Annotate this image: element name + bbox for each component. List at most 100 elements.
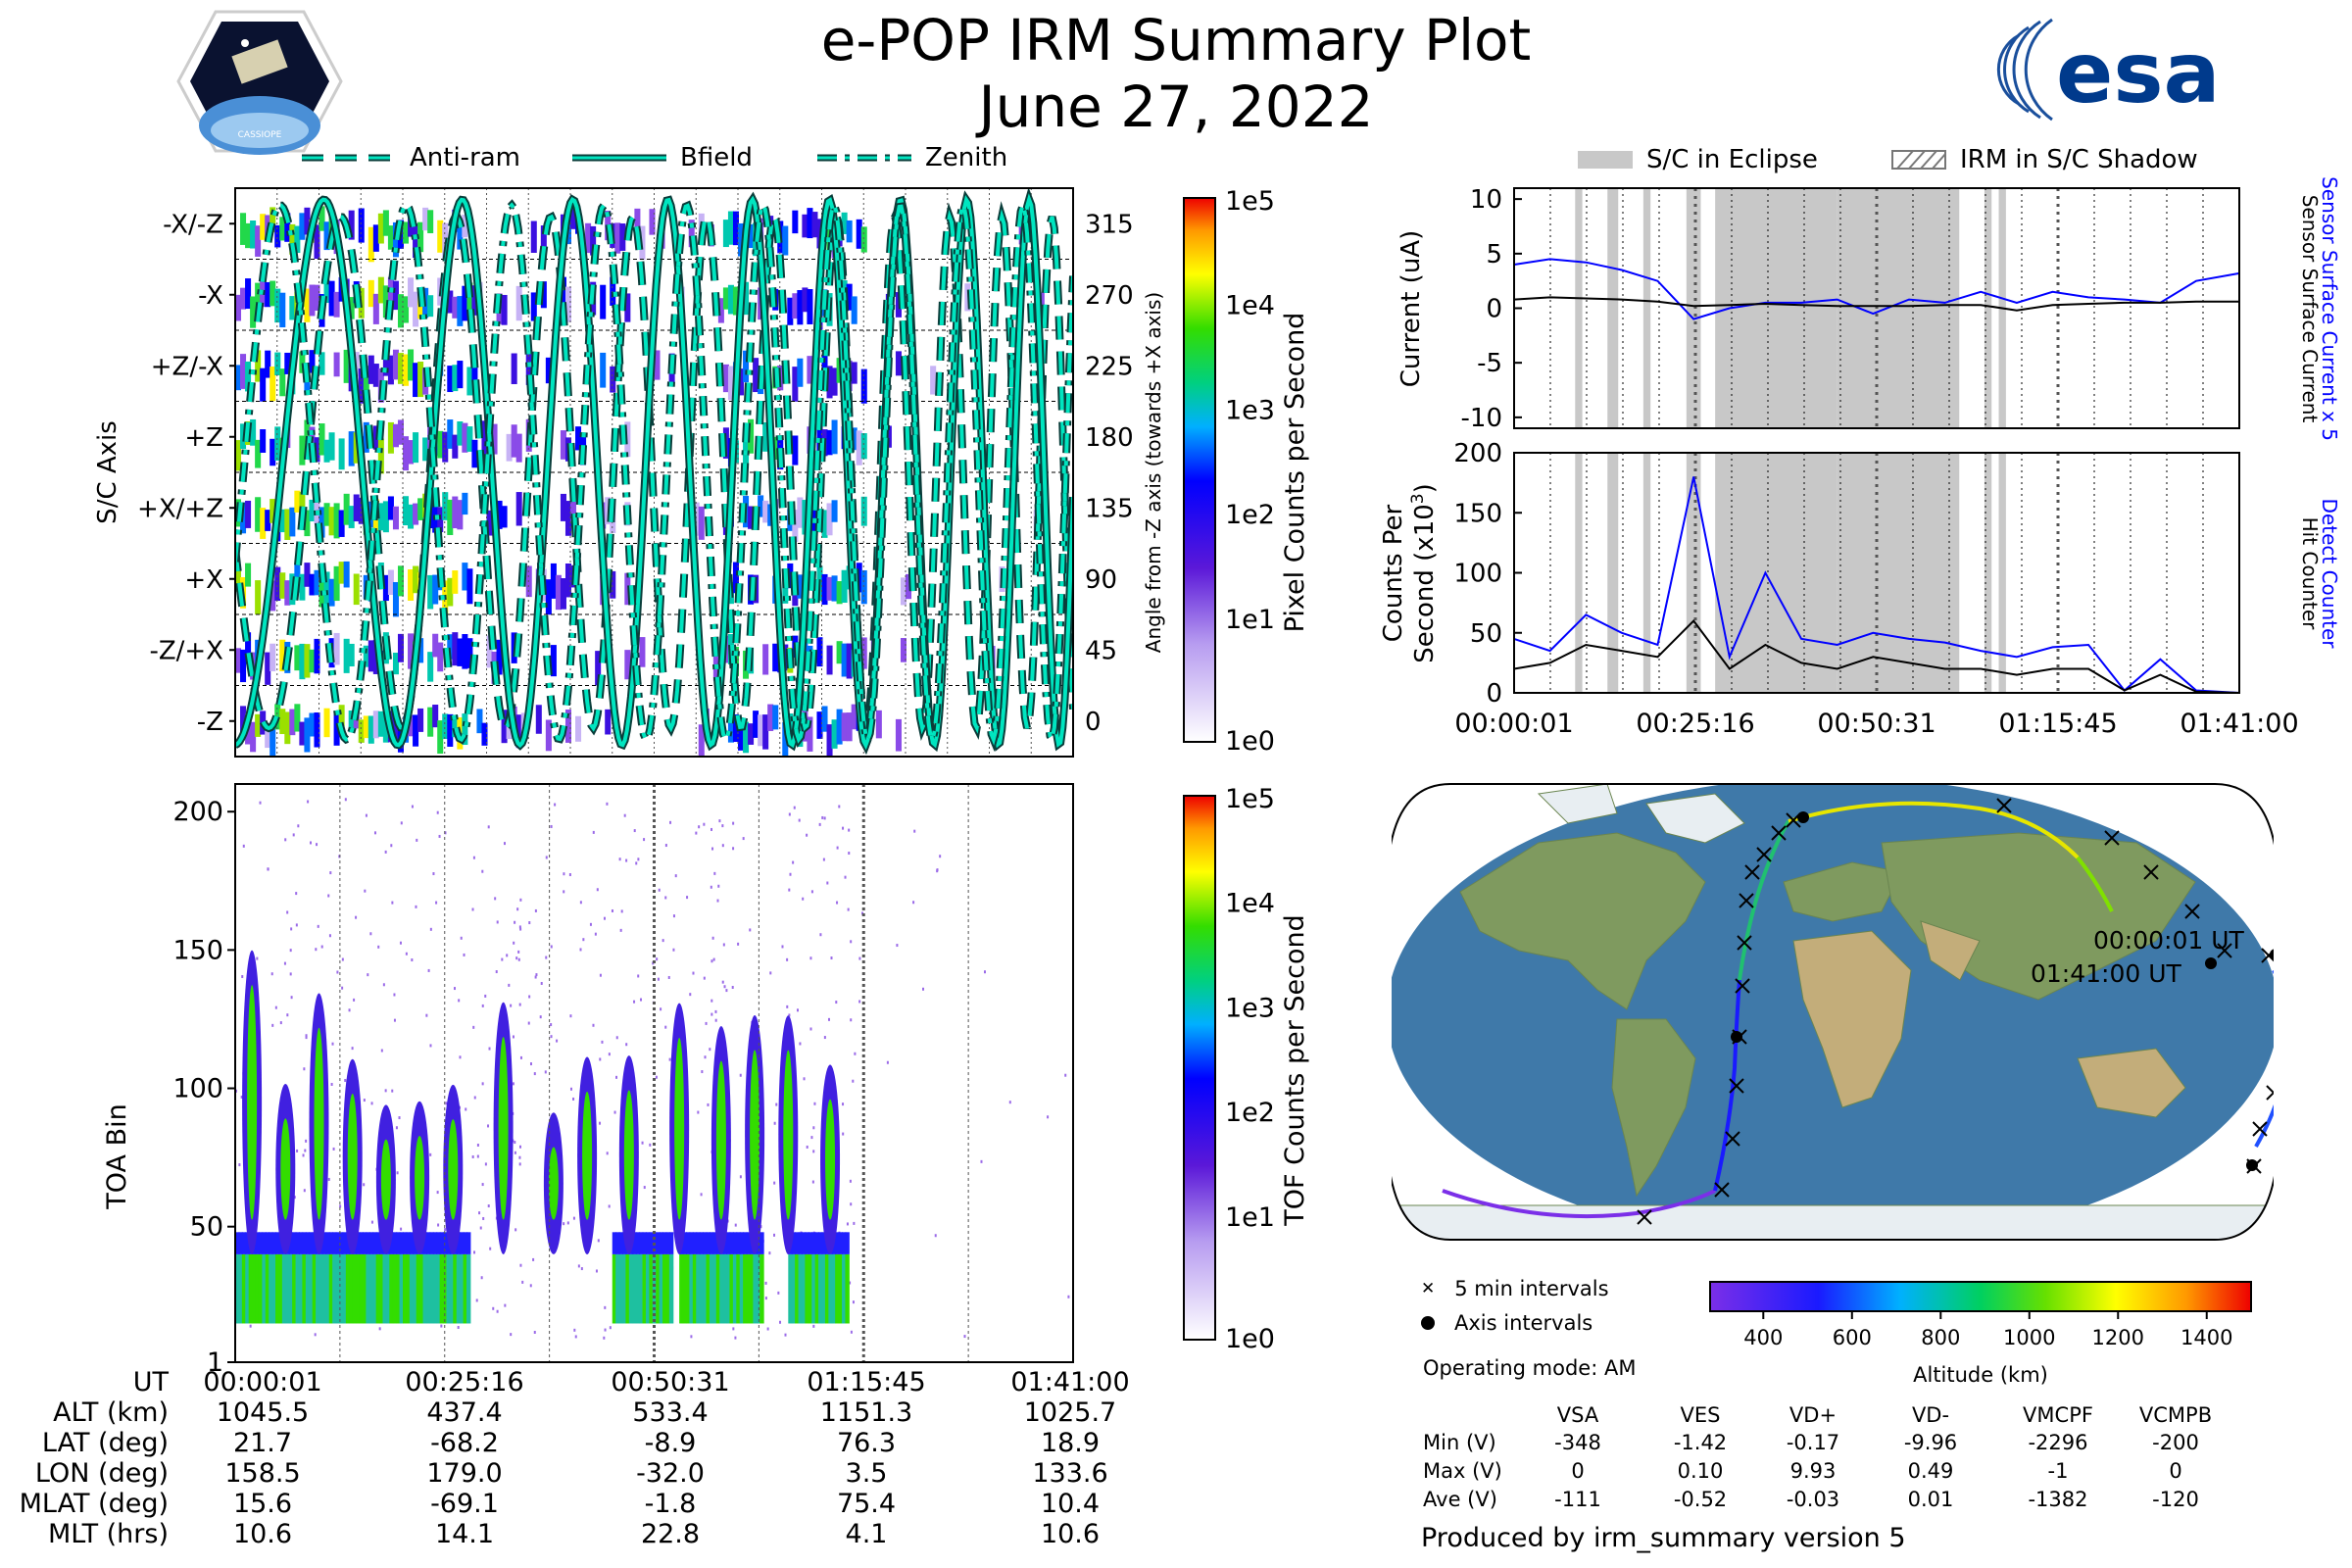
colorbar-tick: 1e2	[1225, 500, 1275, 530]
five-min-marker	[1996, 798, 2012, 813]
toa-band-cell	[798, 1253, 803, 1324]
toa-band-cell	[709, 1253, 714, 1324]
noise-cell	[513, 941, 515, 945]
toa-band-cell	[679, 1253, 684, 1324]
toa-band-cell	[821, 1232, 826, 1254]
spectrogram-cell	[727, 366, 734, 401]
noise-cell	[705, 1021, 708, 1025]
toa-band-cell	[245, 1232, 250, 1254]
toa-band-cell	[325, 1253, 330, 1324]
spectrogram-cell	[698, 506, 705, 540]
noise-cell	[963, 1335, 966, 1339]
toa-band-cell	[325, 1232, 330, 1254]
altitude-tick-label: 600	[1833, 1326, 1872, 1349]
spectrogram-cell	[299, 213, 306, 240]
spectrogram-cell	[250, 418, 257, 446]
dashed-line-icon	[302, 154, 396, 162]
noise-cell	[788, 812, 791, 816]
toa-band-cell	[335, 1232, 341, 1254]
toa-band-cell	[760, 1253, 764, 1324]
spectrogram-cell	[328, 280, 335, 317]
toa-band-cell	[429, 1232, 434, 1254]
noise-cell	[792, 860, 795, 864]
spectrogram-cell	[545, 579, 552, 615]
noise-cell	[534, 908, 537, 912]
spectrogram-cell	[270, 280, 276, 307]
noise-cell	[788, 888, 791, 892]
spectrogram-cell	[413, 291, 419, 327]
spectrogram-cell	[792, 367, 799, 402]
spectrogram-cell	[457, 361, 464, 389]
spectrogram-cell	[860, 368, 867, 404]
legend-shadow-label: IRM in S/C Shadow	[1960, 145, 2198, 174]
noise-cell	[290, 927, 293, 931]
noise-cell	[305, 1139, 308, 1143]
noise-cell	[495, 970, 498, 974]
spectrogram-cell	[240, 287, 247, 310]
spectrogram-cell	[462, 422, 468, 453]
spectrogram-cell	[408, 504, 415, 529]
spectrogram-cell	[515, 285, 522, 321]
noise-cell	[519, 1263, 522, 1267]
noise-cell	[572, 1216, 575, 1220]
spectrogram-cell	[382, 210, 389, 236]
noise-cell	[896, 944, 899, 948]
noise-cell	[662, 939, 664, 943]
legend-eclipse-label: S/C in Eclipse	[1646, 145, 1818, 174]
toa-band-cell	[814, 1232, 820, 1254]
toa-band-cell	[453, 1253, 458, 1324]
toa-band-cell	[375, 1253, 381, 1324]
noise-cell	[440, 1324, 443, 1328]
toa-band-cell	[241, 1232, 247, 1254]
noise-cell	[436, 810, 439, 814]
noise-cell	[556, 1039, 559, 1043]
noise-cell	[432, 872, 435, 876]
noise-cell	[836, 901, 839, 905]
series-line-hit-counter	[1513, 618, 2240, 694]
spectrogram-cell	[397, 633, 404, 662]
spectrogram-cell	[392, 349, 399, 380]
noise-cell	[810, 1136, 813, 1140]
noise-cell	[595, 1269, 598, 1273]
toa-plume-core	[674, 1037, 685, 1220]
voltage-cell: -0.03	[1786, 1488, 1840, 1511]
noise-cell	[604, 1305, 607, 1309]
spectrogram-cell	[353, 494, 360, 522]
toa-band-cell	[682, 1253, 687, 1324]
toa-band-cell	[298, 1232, 304, 1254]
spectrogram-cell	[377, 710, 384, 737]
spectrogram-cell	[403, 221, 410, 244]
toa-band-cell	[689, 1232, 694, 1254]
spectrogram-cell	[748, 506, 755, 529]
eclipse-swatch-icon	[1578, 151, 1633, 169]
noise-cell	[667, 975, 670, 979]
axis-interval-marker	[1731, 1031, 1742, 1043]
toa-band-cell	[312, 1232, 318, 1254]
esa-logo-text: esa	[2056, 24, 2221, 122]
toa-band-cell	[615, 1253, 620, 1324]
noise-cell	[332, 1147, 335, 1151]
toa-band-cell	[298, 1253, 304, 1324]
noise-cell	[739, 1073, 742, 1077]
axis-interval-marker	[1797, 811, 1809, 823]
spectrogram-cell	[432, 705, 439, 728]
toa-band-cell	[652, 1253, 658, 1324]
toa-band-cell	[791, 1232, 797, 1254]
spectrogram-cell	[368, 226, 374, 263]
noise-cell	[983, 970, 986, 974]
spectrogram-cell	[722, 364, 729, 393]
toa-band-cell	[703, 1232, 708, 1254]
toa-band-cell	[795, 1253, 800, 1324]
toa-band-cell	[305, 1253, 311, 1324]
toa-band-cell	[732, 1253, 738, 1324]
eclipse-band	[1642, 188, 1651, 428]
spectrogram-cell	[408, 277, 415, 308]
noise-cell	[709, 1048, 711, 1052]
voltage-cell: 0.49	[1907, 1459, 1954, 1483]
noise-cell	[293, 1196, 296, 1200]
noise-cell	[913, 829, 916, 833]
noise-cell	[393, 993, 396, 997]
toa-band-cell	[808, 1253, 813, 1324]
ephemeris-cell: 179.0	[426, 1458, 503, 1489]
ephemeris-cell: 76.3	[836, 1428, 897, 1458]
